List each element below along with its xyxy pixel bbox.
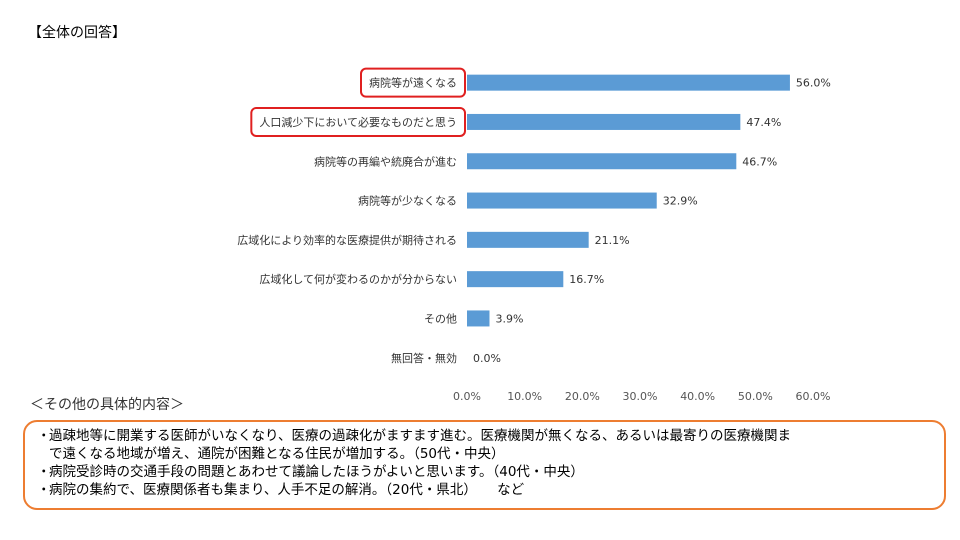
category-label: その他 (424, 312, 457, 325)
category-label: 広域化により効率的な医療提供が期待される (237, 233, 457, 247)
bullet: ・ (37, 482, 51, 498)
data-label: 32.9% (663, 195, 698, 208)
bar (467, 231, 589, 248)
comment-item: ・ 過疎地等に開業する医師がいなくなり、医療の過疎化がますます進む。医療機関が無… (37, 427, 934, 463)
bar (467, 192, 657, 209)
category-label: 広域化して何が変わるのかが分からない (259, 272, 457, 286)
x-tick-label: 0.0% (453, 390, 481, 400)
data-label: 56.0% (796, 77, 831, 90)
comment-line: で遠くなる地域が増え、通院が困難となる住民が増加する。（50代・中央） (49, 446, 505, 462)
data-label: 16.7% (569, 273, 604, 286)
x-tick-label: 30.0% (623, 390, 658, 400)
x-tick-label: 40.0% (680, 390, 715, 400)
comment-item: ・ 病院の集約で、医療関係者も集まり、人手不足の解消。（20代・県北） など (37, 481, 934, 499)
bar (467, 113, 741, 130)
category-label: 人口減少下において必要なものだと思う (259, 115, 457, 129)
x-tick-label: 20.0% (565, 390, 600, 400)
bar (467, 310, 490, 327)
data-label: 46.7% (742, 155, 777, 168)
x-tick-label: 60.0% (796, 390, 831, 400)
bar-chart: 病院等が遠くなる 56.0% 人口減少下において必要なものだと思う 47.4% 病院等の… (237, 67, 831, 400)
x-tick-label: 10.0% (507, 390, 542, 400)
comment-line: 病院受診時の交通手段の問題とあわせて議論したほうがよいと思います。（40代・中央… (49, 464, 584, 480)
bullet: ・ (37, 464, 51, 480)
other-details-heading: ＜その他の具体的内容＞ (30, 397, 184, 413)
bullet: ・ (37, 428, 51, 444)
x-tick-label: 50.0% (738, 390, 773, 400)
comment-item: ・ 病院受診時の交通手段の問題とあわせて議論したほうがよいと思います。（40代・… (37, 463, 934, 481)
comment-line: 病院の集約で、医療関係者も集まり、人手不足の解消。（20代・県北） など (49, 482, 525, 498)
data-label: 21.1% (595, 234, 630, 247)
highlight-box (250, 106, 466, 137)
bar (467, 74, 790, 91)
page-title: 【全体の回答】 (28, 25, 126, 41)
highlight-box (360, 67, 466, 98)
data-label: 0.0% (473, 352, 501, 365)
category-label: 病院等が少なくなる (358, 194, 457, 208)
bar (467, 271, 564, 288)
bar (467, 153, 737, 170)
data-label: 47.4% (746, 116, 781, 129)
other-comments-box: ・ 過疎地等に開業する医師がいなくなり、医療の過疎化がますます進む。医療機関が無… (23, 420, 946, 510)
comment-line: 過疎地等に開業する医師がいなくなり、医療の過疎化がますます進む。医療機関が無くな… (49, 428, 791, 444)
data-label: 3.9% (495, 312, 523, 325)
category-label: 無回答・無効 (391, 351, 457, 365)
category-label: 病院等が遠くなる (369, 76, 457, 90)
category-label: 病院等の再編や統廃合が進む (314, 154, 457, 168)
